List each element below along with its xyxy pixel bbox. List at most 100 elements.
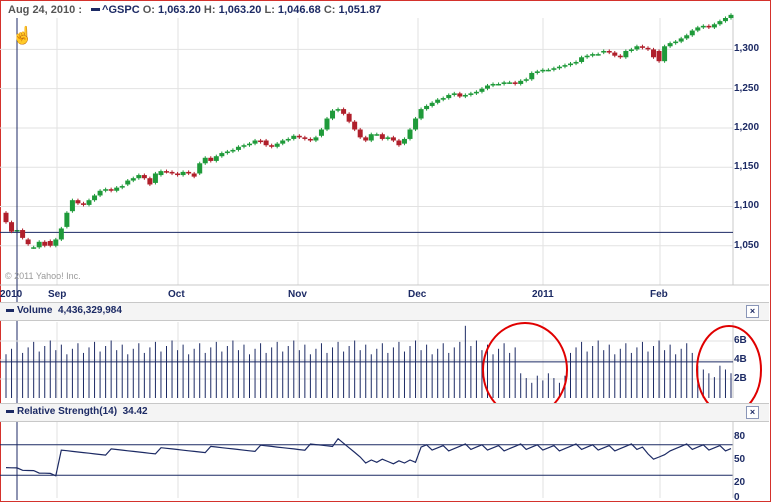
candle-body-101	[562, 65, 568, 67]
candle-body-23	[130, 178, 136, 181]
candle-body-26	[147, 178, 153, 185]
candle-body-44	[247, 143, 253, 146]
low-label: L:	[264, 4, 275, 16]
candle-body-38	[213, 156, 219, 161]
candle-body-88	[490, 83, 496, 86]
open-value: 1,063.20	[158, 4, 201, 16]
candle-body-35	[197, 163, 203, 174]
candle-body-117	[651, 49, 657, 58]
candle-body-24	[136, 175, 142, 179]
low-value: 1,046.68	[277, 4, 321, 16]
candle-body-29	[163, 171, 169, 173]
candle-body-83	[462, 94, 468, 97]
series-marker-icon	[91, 7, 101, 11]
rsi-panel-header: Relative Strength(14) 34.42 ×	[0, 403, 769, 422]
rsi-marker-icon	[6, 409, 14, 413]
candle-body-7	[42, 241, 48, 246]
candle-body-131	[728, 14, 734, 18]
quote-symbol: ^GSPC	[102, 4, 140, 16]
candle-body-123	[684, 35, 690, 39]
candle-body-63	[352, 121, 358, 130]
candle-body-128	[711, 24, 717, 28]
candle-body-41	[230, 149, 236, 152]
candle-body-125	[695, 27, 701, 31]
volume-y-tick-label: 6B	[734, 335, 747, 346]
close-rsi-panel-icon[interactable]: ×	[746, 406, 759, 419]
candle-body-77	[429, 102, 435, 106]
rsi-value: 34.42	[122, 406, 148, 417]
candle-body-48	[269, 145, 275, 147]
candle-body-124	[689, 30, 695, 36]
candle-body-33	[186, 171, 192, 174]
candle-body-130	[722, 18, 728, 22]
candle-body-14	[80, 203, 86, 205]
candle-body-47	[263, 140, 269, 146]
rsi-y-tick-label: 20	[734, 476, 746, 488]
candle-body-89	[496, 83, 502, 86]
candle-body-85	[473, 91, 479, 94]
candle-body-105	[584, 55, 590, 58]
candle-body-18	[103, 189, 109, 191]
candle-body-39	[219, 153, 225, 157]
candle-body-45	[252, 140, 258, 144]
candle-body-61	[341, 109, 347, 114]
volume-label: Volume	[17, 305, 53, 316]
close-volume-panel-icon[interactable]: ×	[746, 305, 759, 318]
candle-body-106	[590, 54, 596, 56]
close-label: C:	[323, 4, 336, 16]
candle-body-118	[656, 50, 662, 62]
candle-body-75	[418, 109, 424, 119]
candle-body-66	[368, 134, 374, 141]
candle-body-37	[208, 157, 214, 161]
open-label: O:	[142, 4, 155, 16]
candle-body-62	[346, 113, 352, 122]
candle-body-102	[568, 63, 574, 66]
candle-body-56	[313, 137, 319, 141]
candle-body-100	[556, 66, 562, 69]
candle-body-34	[191, 173, 197, 177]
candle-body-72	[401, 138, 407, 144]
x-tick-label: 2011	[532, 289, 554, 300]
candle-body-73	[407, 129, 413, 139]
candle-body-31	[175, 173, 181, 176]
candle-body-74	[413, 118, 419, 130]
candle-body-97	[540, 69, 546, 72]
candle-body-13	[75, 200, 81, 204]
candle-body-36	[202, 157, 208, 164]
candle-body-8	[47, 241, 53, 246]
price-y-tick-label: 1,150	[734, 161, 760, 173]
candle-body-116	[645, 47, 651, 50]
candle-body-127	[706, 25, 712, 28]
candle-body-49	[274, 143, 280, 147]
candle-body-84	[468, 93, 474, 95]
price-y-tick-label: 1,050	[734, 239, 760, 251]
x-tick-label: Nov	[288, 289, 307, 300]
candle-body-42	[235, 146, 241, 150]
candle-body-12	[69, 200, 75, 212]
high-label: H:	[203, 4, 216, 16]
candle-body-54	[302, 137, 308, 139]
candle-body-20	[114, 187, 120, 191]
candle-body-16	[92, 195, 98, 201]
x-tick-label: Feb	[650, 289, 668, 300]
quote-header: Aug 24, 2010 : ^GSPC O: 1,063.20 H: 1,06…	[8, 4, 381, 16]
candle-body-98	[545, 69, 551, 72]
candle-body-3	[20, 230, 26, 238]
close-value: 1,051.87	[338, 4, 382, 16]
candle-body-93	[518, 80, 524, 84]
candle-body-121	[673, 41, 679, 44]
candle-body-15	[86, 200, 92, 205]
candle-body-109	[606, 50, 612, 53]
candle-body-28	[158, 171, 164, 176]
hand-cursor-icon: ☝	[12, 26, 34, 45]
candle-body-32	[180, 171, 186, 176]
candle-body-86	[479, 88, 485, 92]
rsi-y-tick-label: 80	[734, 431, 746, 443]
candle-body-82	[457, 93, 463, 97]
candle-body-25	[141, 175, 147, 179]
candle-body-129	[717, 21, 723, 25]
candle-body-95	[529, 72, 535, 80]
price-y-tick-label: 1,100	[734, 200, 760, 212]
volume-y-tick-label: 2B	[734, 373, 747, 384]
